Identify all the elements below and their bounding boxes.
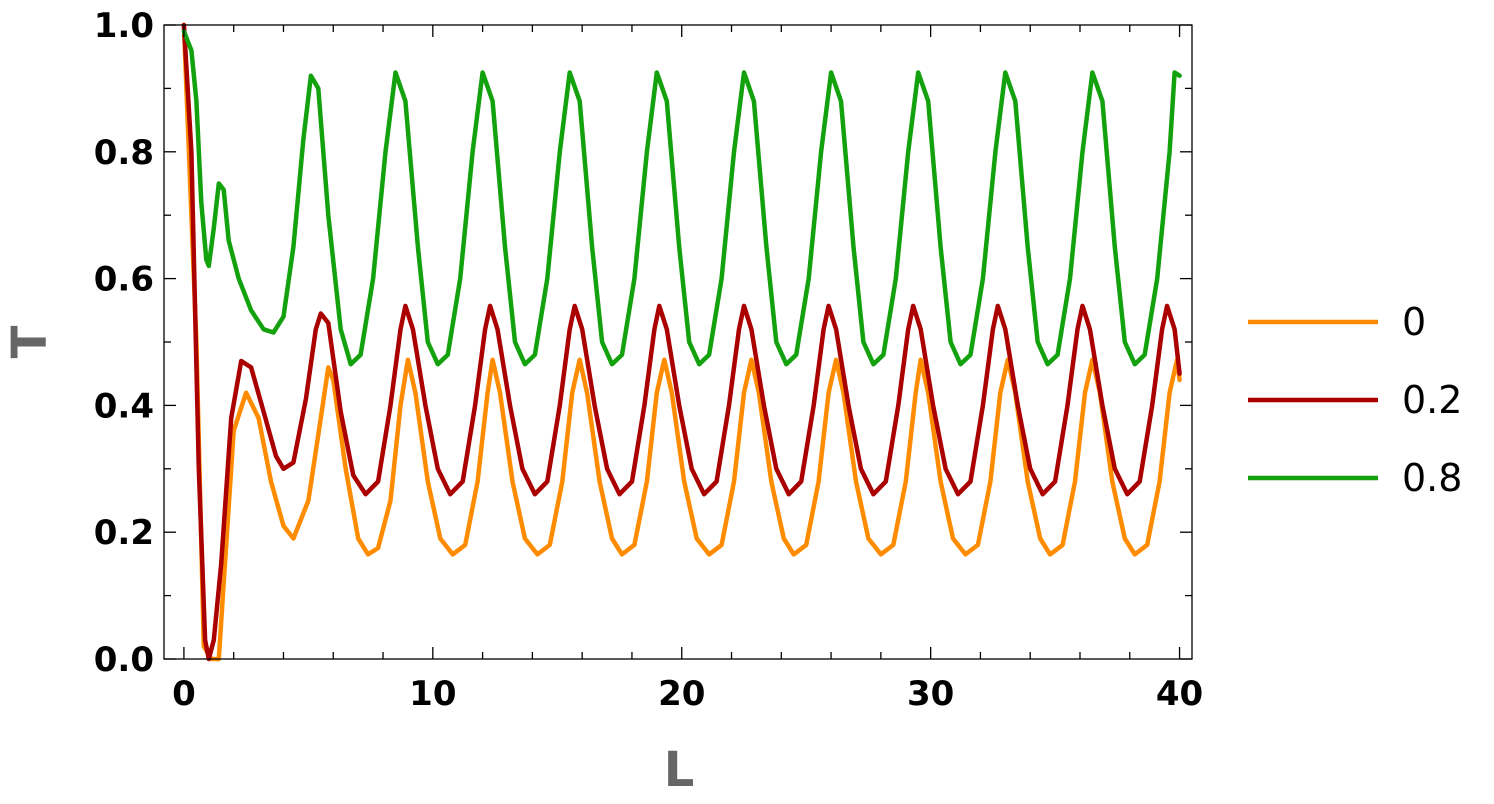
y-tick-label: 1.0 [94, 6, 154, 46]
x-tick-label: 10 [409, 674, 456, 714]
x-tick-label: 30 [907, 674, 954, 714]
y-tick-labels: 0.0 0.2 0.4 0.6 0.8 1.0 [94, 6, 154, 680]
series-line-1 [181, 22, 1182, 662]
legend: 0 0.2 0.8 [1248, 300, 1462, 500]
ticks-layer [164, 24, 1192, 660]
x-tick-label: 20 [658, 674, 705, 714]
y-tick-label: 0.0 [94, 640, 154, 680]
series-line-0 [181, 22, 1182, 662]
series-layer [181, 22, 1182, 662]
y-tick-label: 0.8 [94, 133, 154, 173]
plot-frame [163, 24, 1193, 660]
x-tick-label: 0 [172, 674, 196, 714]
legend-label-2: 0.8 [1402, 456, 1462, 500]
x-tick-labels: 0 10 20 30 40 [172, 674, 1203, 714]
y-tick-label: 0.2 [94, 513, 154, 553]
legend-label-1: 0.2 [1402, 378, 1462, 422]
y-tick-label: 0.4 [94, 386, 154, 426]
x-tick-label: 40 [1156, 674, 1203, 714]
series-line-2 [181, 29, 1182, 367]
y-axis-title: T [2, 325, 58, 358]
x-axis-title: L [664, 742, 695, 798]
legend-label-0: 0 [1402, 300, 1426, 344]
y-tick-label: 0.6 [94, 260, 154, 300]
